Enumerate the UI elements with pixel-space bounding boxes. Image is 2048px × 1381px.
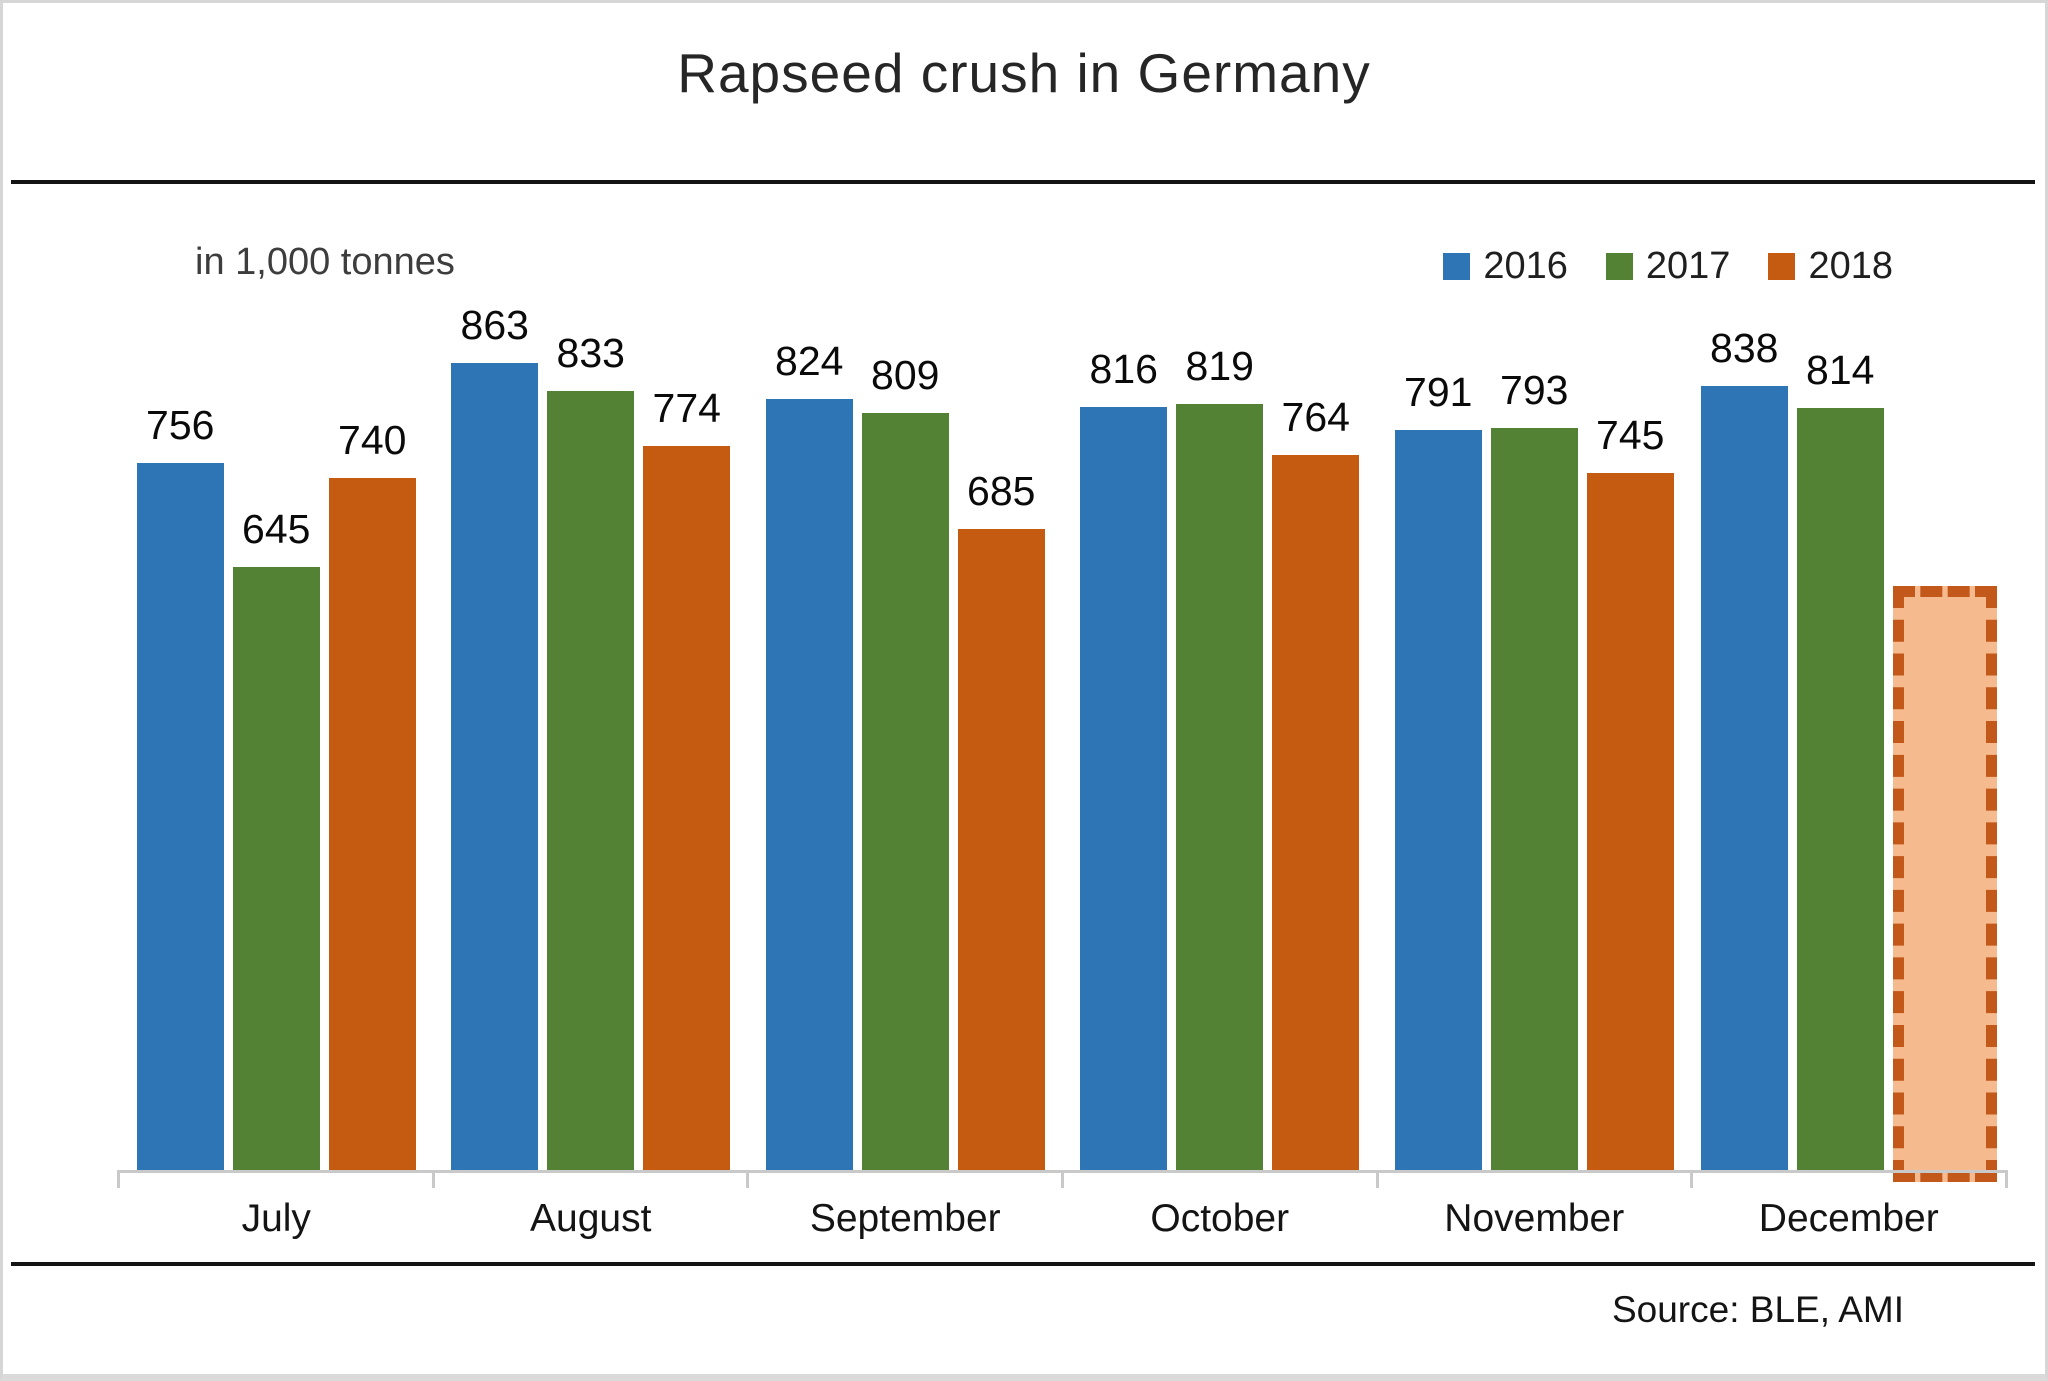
bar-value-label-august-2017: 833: [556, 330, 625, 376]
bar-value-label-december-2017: 814: [1806, 347, 1875, 393]
legend-label-2018: 2018: [1808, 245, 1893, 287]
bar-july-2018: 740: [328, 417, 416, 1172]
legend-swatch-2017: [1605, 253, 1633, 280]
bar-november-2016: 791: [1394, 369, 1482, 1172]
bar-group-july: 756 645 740: [119, 292, 434, 1172]
bar-value-label-november-2016: 791: [1404, 369, 1473, 415]
chart-legend: 2016 2017 2018: [1443, 245, 1893, 288]
bar-value-label-september-2016: 824: [775, 338, 844, 384]
bar-december-2017: 814: [1796, 347, 1884, 1172]
bar-value-label-october-2016: 816: [1089, 346, 1158, 392]
legend-item-2016: 2016: [1443, 245, 1568, 288]
legend-label-2016: 2016: [1483, 245, 1568, 287]
x-axis-tick: [117, 1170, 120, 1188]
bar-group-september: 824 809 685: [748, 292, 1063, 1172]
x-axis-label-august: August: [530, 1197, 652, 1240]
legend-swatch-2016: [1443, 253, 1471, 280]
bar-group-october: 816 819 764: [1063, 292, 1378, 1172]
bar-november-2018: 745: [1586, 412, 1674, 1172]
x-axis-tick: [1690, 1170, 1693, 1188]
top-divider-line: [11, 180, 2035, 184]
x-axis-label-december: December: [1758, 1197, 1939, 1240]
chart-title: Rapseed crush in Germany: [677, 42, 1371, 104]
bottom-divider-line: [11, 1262, 2035, 1266]
x-axis-labels: July August September October November Decemb…: [119, 1197, 2006, 1241]
x-axis-label-november: November: [1444, 1197, 1625, 1240]
x-axis-tick: [432, 1170, 435, 1188]
bar-august-2017: 833: [547, 330, 635, 1172]
bar-november-2017: 793: [1490, 367, 1578, 1172]
bar-group-november: 791 793 745: [1377, 292, 1692, 1172]
bar-group-august: 863 833 774: [434, 292, 749, 1172]
bar-value-label-december-2016: 838: [1710, 325, 1779, 371]
bar-value-label-august-2016: 863: [460, 302, 529, 348]
bar-value-label-september-2018: 685: [967, 468, 1036, 514]
bar-value-label-november-2017: 793: [1500, 367, 1569, 413]
bar-august-2018: 774: [643, 385, 731, 1172]
x-axis-label-july: July: [241, 1197, 311, 1240]
bar-october-2018: 764: [1272, 394, 1360, 1172]
bar-value-label-august-2018: 774: [652, 385, 721, 431]
x-axis-tick: [746, 1170, 749, 1188]
bar-september-2017: 809: [861, 352, 949, 1172]
bar-value-label-july-2017: 645: [242, 506, 311, 552]
bar-october-2016: 816: [1080, 346, 1168, 1172]
bar-group-december: 838 814: [1692, 292, 2007, 1182]
bar-july-2016: 756: [136, 402, 224, 1172]
x-axis-tick: [1376, 1170, 1379, 1188]
bar-value-label-july-2016: 756: [146, 402, 215, 448]
forecast-bar-december-2018: [1892, 586, 1997, 1182]
x-axis-tick: [2005, 1170, 2008, 1188]
bar-august-2016: 863: [451, 302, 539, 1172]
source-note: Source: BLE, AMI: [1611, 1289, 1904, 1330]
x-axis-label-september: September: [809, 1197, 1001, 1240]
x-axis-tick: [1061, 1170, 1064, 1188]
plot-area: 756 645 740 863 833 774 824 809 685 816 819 764 791 7…: [119, 292, 2007, 1182]
legend-item-2017: 2017: [1605, 245, 1731, 288]
bar-september-2016: 824: [765, 338, 853, 1172]
legend-swatch-2018: [1768, 253, 1796, 280]
x-axis-label-october: October: [1150, 1197, 1290, 1240]
bar-december-2016: 838: [1700, 325, 1788, 1172]
legend-item-2018: 2018: [1768, 245, 1893, 288]
legend-label-2017: 2017: [1645, 245, 1731, 287]
bar-value-label-october-2018: 764: [1281, 394, 1350, 440]
units-label: in 1,000 tonnes: [195, 241, 455, 283]
bar-value-label-july-2018: 740: [338, 417, 407, 463]
bar-july-2017: 645: [232, 506, 320, 1172]
bar-september-2018: 685: [957, 468, 1045, 1172]
bar-value-label-october-2017: 819: [1185, 343, 1254, 389]
bar-value-label-november-2018: 745: [1596, 412, 1665, 458]
bar-october-2017: 819: [1176, 343, 1264, 1172]
bar-value-label-september-2017: 809: [871, 352, 940, 398]
